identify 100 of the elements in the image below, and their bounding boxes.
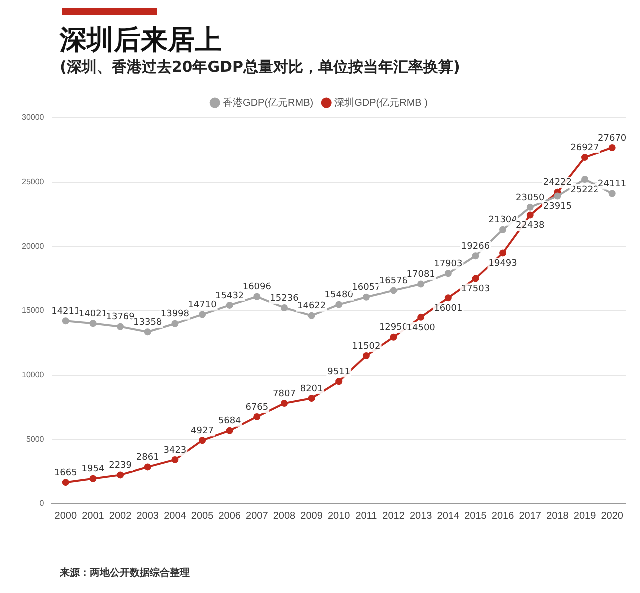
data-label: 17081 — [406, 270, 436, 280]
data-label: 23050 — [516, 193, 545, 204]
x-tick-label: 2013 — [410, 510, 433, 522]
point — [280, 400, 288, 408]
data-label: 2239 — [109, 461, 132, 472]
data-label: 17503 — [461, 284, 490, 295]
data-label: 25222 — [570, 185, 600, 196]
x-tick-label: 2020 — [601, 510, 624, 522]
point — [226, 302, 234, 309]
point — [390, 287, 398, 294]
point — [90, 475, 97, 482]
y-tick-label: 30000 — [22, 113, 45, 122]
point — [444, 270, 452, 278]
x-tick-label: 2011 — [356, 510, 378, 522]
point — [500, 250, 507, 257]
y-tick-label: 25000 — [22, 178, 45, 187]
data-label: 8201 — [300, 384, 324, 394]
data-label: 7807 — [273, 389, 296, 400]
data-label: 13358 — [134, 318, 162, 328]
data-label: 26927 — [570, 143, 600, 154]
y-tick-label: 5000 — [26, 434, 45, 444]
x-tick-label: 2018 — [546, 510, 570, 522]
data-label: 15480 — [324, 290, 354, 301]
x-tick-label: 2005 — [191, 510, 214, 522]
data-label: 14211 — [52, 306, 80, 317]
data-label: 13998 — [160, 310, 190, 320]
x-tick-label: 2012 — [382, 510, 406, 522]
point — [608, 144, 616, 152]
data-label: 2861 — [136, 453, 160, 464]
data-label: 3423 — [164, 446, 187, 456]
legend-label: 深圳GDP(亿元RMB ) — [334, 96, 428, 109]
data-label: 14021 — [78, 309, 108, 320]
point — [582, 176, 589, 183]
legend-label: 香港GDP(亿元RMB) — [223, 96, 314, 109]
point — [254, 413, 261, 420]
point — [308, 312, 316, 320]
point — [172, 456, 179, 464]
point — [144, 464, 152, 471]
point — [554, 192, 562, 200]
point — [472, 252, 480, 260]
point — [444, 294, 452, 302]
data-label: 16001 — [434, 304, 463, 314]
point — [226, 427, 234, 434]
x-tick-label: 2004 — [164, 510, 187, 522]
point — [254, 293, 261, 300]
data-label: 19266 — [461, 242, 490, 252]
y-tick-label: 20000 — [22, 242, 45, 251]
data-label: 1665 — [54, 468, 78, 478]
point — [280, 304, 288, 312]
chart-subtitle: (深圳、香港过去20年GDP总量对比，单位按当年汇率换算) — [60, 58, 460, 77]
point — [144, 328, 152, 336]
data-label: 14500 — [406, 323, 436, 334]
x-tick-label: 2009 — [300, 510, 324, 522]
point — [62, 318, 70, 325]
point — [362, 352, 370, 360]
data-label: 22438 — [516, 221, 545, 232]
point — [608, 190, 616, 198]
x-tick-label: 2007 — [246, 510, 269, 522]
x-tick-label: 2006 — [218, 510, 242, 522]
data-label: 12950 — [379, 323, 408, 334]
point — [362, 294, 370, 301]
y-tick-label: 10000 — [22, 370, 45, 380]
data-label: 14622 — [297, 302, 326, 312]
point — [62, 479, 70, 486]
data-label: 1954 — [82, 464, 105, 475]
point — [582, 154, 589, 162]
point — [390, 334, 398, 341]
data-label: 5684 — [218, 416, 242, 427]
x-tick-label: 2019 — [574, 510, 597, 522]
point — [199, 311, 206, 318]
data-label: 17903 — [434, 259, 463, 270]
data-label: 19493 — [488, 259, 518, 270]
x-tick-label: 2015 — [464, 510, 488, 522]
data-label: 16057 — [352, 283, 381, 294]
x-tick-label: 2003 — [136, 510, 160, 522]
x-tick-label: 2017 — [519, 510, 542, 522]
x-tick-label: 2008 — [273, 510, 296, 522]
chart-title: 深圳后来居上 — [60, 24, 222, 58]
x-tick-label: 2001 — [82, 510, 105, 522]
data-label: 11502 — [352, 342, 381, 352]
data-label: 16578 — [379, 276, 408, 287]
data-label: 21304 — [488, 216, 518, 226]
x-tick-label: 2000 — [54, 510, 78, 522]
y-tick-label: 0 — [40, 499, 45, 508]
point — [472, 275, 480, 282]
data-label: 27670 — [598, 134, 627, 144]
data-label: 9511 — [328, 367, 351, 378]
y-tick-label: 15000 — [22, 306, 45, 316]
point — [308, 394, 316, 402]
x-tick-label: 2016 — [492, 510, 515, 522]
data-label: 24111 — [598, 180, 627, 190]
point — [172, 320, 179, 328]
point — [418, 280, 425, 288]
point — [418, 314, 425, 321]
x-tick-label: 2010 — [328, 510, 351, 522]
point — [199, 437, 206, 444]
point — [336, 378, 343, 386]
data-label: 15432 — [216, 291, 244, 302]
point — [526, 204, 534, 211]
data-label: 15236 — [270, 294, 300, 304]
